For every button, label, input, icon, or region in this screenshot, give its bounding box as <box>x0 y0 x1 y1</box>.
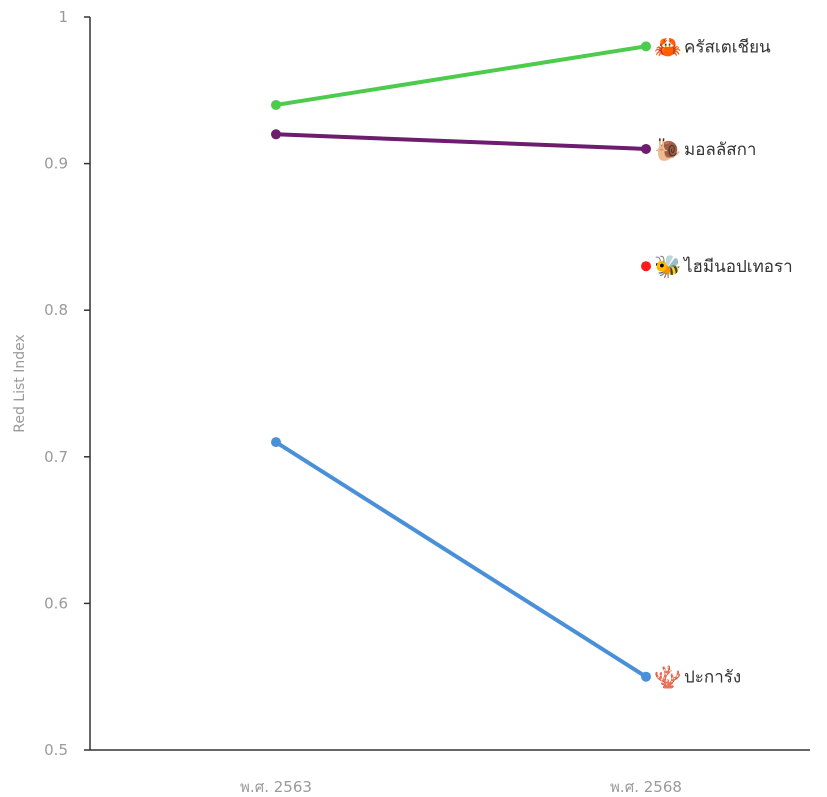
data-point <box>641 671 651 682</box>
series-1: 🐌 มอลลัสกา <box>271 129 756 163</box>
x-axis: พ.ศ. 2563 พ.ศ. 2568 <box>90 749 810 796</box>
y-tick-label: 1 <box>58 8 68 26</box>
data-point <box>271 99 281 110</box>
data-point <box>641 41 651 52</box>
series-line <box>274 132 648 151</box>
series-layer: 🦀 ครัสเตเชียน 🐌 มอลลัสกา 🐝 ไฮมีนอปเทอรา 🪸 ปะการ… <box>271 35 793 691</box>
data-point <box>641 261 651 272</box>
bee-icon: 🐝 <box>654 254 681 280</box>
series-label: มอลลัสกา <box>684 140 756 160</box>
y-tick-label: 0.9 <box>44 155 68 173</box>
data-point <box>271 129 281 140</box>
data-point <box>641 143 651 154</box>
series-line <box>274 440 648 679</box>
y-axis: 0.5 0.6 0.7 0.8 0.9 1 <box>44 8 91 759</box>
crab-icon: 🦀 <box>654 35 681 60</box>
series-label: ครัสเตเชียน <box>684 37 771 57</box>
coral-icon: 🪸 <box>654 665 681 691</box>
series-3: 🪸 ปะการัง <box>271 437 741 691</box>
x-tick-label: พ.ศ. 2563 <box>240 778 312 796</box>
y-axis-title: Red List Index <box>12 334 28 433</box>
y-tick-label: 0.5 <box>44 741 68 759</box>
series-line <box>274 44 648 107</box>
y-tick-label: 0.6 <box>44 594 68 612</box>
series-0: 🦀 ครัสเตเชียน <box>271 35 771 110</box>
series-label: ปะการัง <box>684 668 741 688</box>
series-2: 🐝 ไฮมีนอปเทอรา <box>641 254 793 280</box>
y-tick-label: 0.8 <box>44 301 68 319</box>
snail-shell-icon: 🐌 <box>654 137 681 163</box>
y-tick-label: 0.7 <box>44 448 68 466</box>
series-label: ไฮมีนอปเทอรา <box>682 256 793 277</box>
data-point <box>271 437 281 448</box>
x-tick-label: พ.ศ. 2568 <box>610 778 682 796</box>
